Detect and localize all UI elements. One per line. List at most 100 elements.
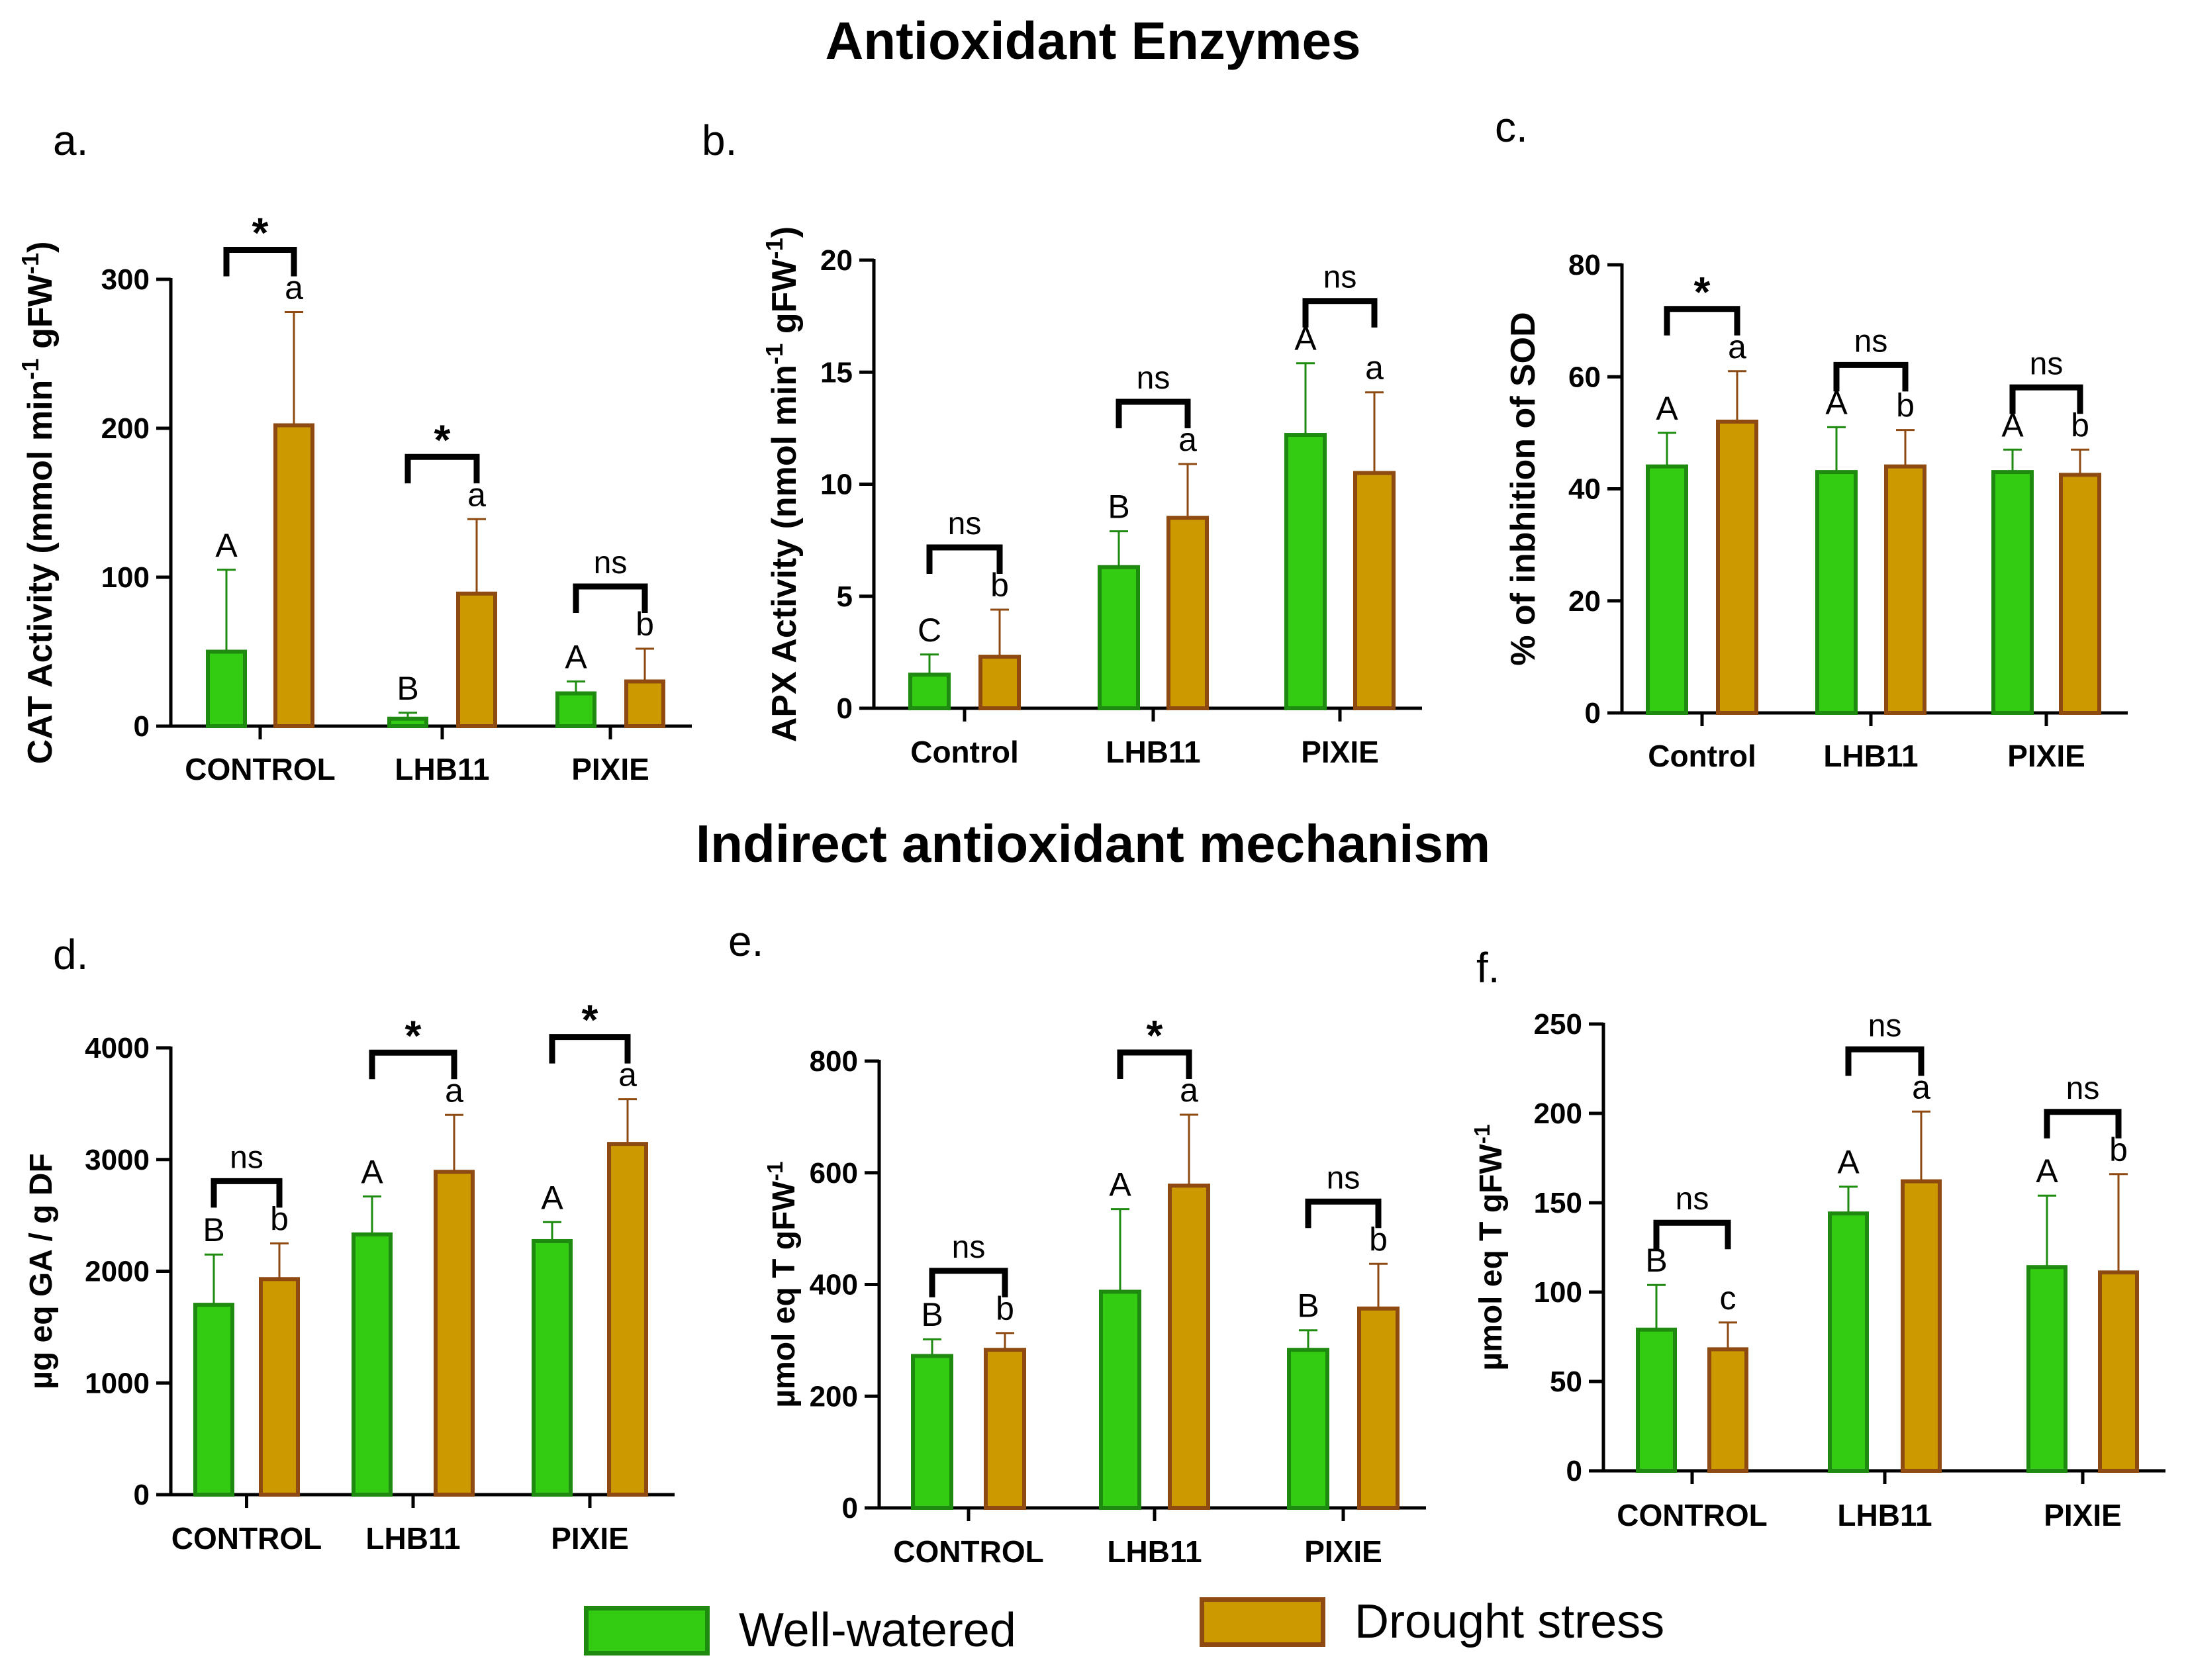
- panel-label-d: d.: [53, 931, 89, 978]
- y-tick-label-e: 800: [810, 1045, 858, 1078]
- x-tick-label-c: LHB11: [1823, 739, 1918, 773]
- legend-item-well-watered: Well-watered: [584, 1601, 1016, 1660]
- y-tick-label-d: 1000: [85, 1367, 150, 1399]
- y-tick-label-a: 100: [101, 561, 150, 594]
- significance-mark-f: ns: [2066, 1071, 2100, 1106]
- y-tick-label-e: 600: [810, 1157, 858, 1190]
- significance-bracket-e: [1117, 1049, 1192, 1079]
- bar-d-well: [532, 1238, 573, 1497]
- bar-e-drought: [984, 1348, 1026, 1510]
- bar-f-well: [1636, 1327, 1677, 1473]
- significance-bracket-d: [211, 1178, 283, 1208]
- significance-bracket-a: [404, 453, 480, 484]
- y-tick-label-f: 50: [1550, 1366, 1582, 1398]
- significance-bracket-c: [2009, 384, 2083, 414]
- y-tick-label-b: 20: [820, 244, 853, 277]
- bar-b-drought: [1166, 516, 1209, 711]
- significance-bracket-b: [926, 544, 1003, 575]
- significance-mark-b: ns: [1323, 260, 1357, 295]
- sig-letter-b: a: [1365, 350, 1384, 387]
- sig-letter-d: A: [541, 1179, 563, 1216]
- bar-a-drought: [624, 679, 665, 728]
- x-tick-label-c: Control: [1648, 739, 1756, 773]
- significance-mark-b: ns: [1137, 361, 1170, 396]
- significance-mark-c: *: [1694, 268, 1711, 316]
- y-tick-label-b: 10: [820, 469, 853, 501]
- section-title-antioxidant-enzymes: Antioxidant Enzymes: [825, 11, 1361, 70]
- y-tick-label-d: 4000: [85, 1032, 150, 1064]
- bar-d-well: [193, 1303, 234, 1497]
- sig-letter-a: B: [397, 670, 418, 707]
- y-tick-label-f: 250: [1534, 1008, 1582, 1041]
- bar-e-well: [1287, 1348, 1329, 1510]
- legend-swatch-well-watered: [584, 1605, 710, 1656]
- panel-label-e: e.: [728, 917, 764, 965]
- y-tick-label-a: 200: [101, 412, 150, 445]
- bar-b-drought: [1353, 471, 1396, 710]
- x-tick-label-b: LHB11: [1106, 735, 1200, 769]
- bar-b-drought: [978, 655, 1021, 711]
- x-tick-label-c: PIXIE: [2007, 739, 2085, 773]
- y-axis-label-d: µg eq GA / g DF: [24, 1153, 59, 1389]
- y-tick-label-b: 5: [837, 581, 853, 613]
- y-axis-label-c: % of inbhition of SOD: [1504, 312, 1543, 665]
- significance-bracket-b: [1302, 298, 1378, 328]
- y-axis-label-a: CAT Activity (mmol min-1 gFW-1): [17, 242, 60, 765]
- significance-mark-d: *: [405, 1011, 422, 1059]
- bar-c-well: [1646, 464, 1688, 716]
- x-tick-label-a: CONTROL: [185, 752, 335, 786]
- y-tick-label-e: 400: [810, 1269, 858, 1301]
- significance-bracket-e: [929, 1268, 1008, 1297]
- x-tick-label-d: PIXIE: [551, 1521, 629, 1556]
- bar-f-well: [2026, 1265, 2067, 1473]
- bar-d-drought: [434, 1170, 475, 1497]
- y-tick-label-f: 100: [1534, 1276, 1582, 1309]
- legend-swatch-drought-stress: [1200, 1597, 1325, 1647]
- y-axis-label-f: µmol eq T gFW-1: [1470, 1124, 1509, 1370]
- y-tick-label-f: 150: [1534, 1187, 1582, 1219]
- y-tick-label-b: 0: [837, 692, 853, 725]
- x-tick-label-d: LHB11: [365, 1521, 460, 1556]
- significance-mark-d: ns: [230, 1140, 263, 1175]
- sig-letter-e: A: [1109, 1166, 1131, 1203]
- bar-a-well: [555, 691, 596, 728]
- bar-c-drought: [1716, 419, 1758, 715]
- y-axis-label-e: µmol eq T gFW-1: [763, 1161, 802, 1407]
- x-tick-label-a: LHB11: [395, 752, 489, 786]
- significance-mark-b: ns: [948, 506, 982, 541]
- x-tick-label-b: PIXIE: [1301, 735, 1379, 769]
- sig-letter-b: B: [1108, 489, 1129, 526]
- legend-label-drought-stress: Drought stress: [1354, 1595, 1665, 1648]
- panel-label-a: a.: [53, 117, 89, 164]
- bar-a-well: [387, 716, 428, 728]
- bar-d-drought: [259, 1277, 300, 1497]
- significance-bracket-f: [1845, 1046, 1925, 1076]
- significance-bracket-a: [223, 247, 297, 277]
- y-tick-label-b: 15: [820, 356, 853, 389]
- x-tick-label-f: LHB11: [1837, 1498, 1932, 1532]
- bar-a-drought: [456, 591, 497, 728]
- y-tick-label-c: 0: [1585, 697, 1601, 729]
- bar-d-drought: [607, 1142, 648, 1497]
- significance-mark-a: *: [434, 416, 451, 463]
- sig-letter-b: C: [918, 612, 941, 649]
- chart-a: 0 100 200 300 CAT Activity (mmol min-1 gFW-1…: [17, 209, 692, 786]
- y-tick-label-c: 80: [1568, 249, 1601, 281]
- significance-bracket-f: [2044, 1109, 2122, 1139]
- bar-a-well: [206, 649, 247, 728]
- sig-letter-e: B: [921, 1296, 943, 1333]
- significance-mark-e: ns: [1327, 1160, 1360, 1195]
- significance-mark-a: ns: [594, 545, 628, 581]
- sig-letter-e: B: [1297, 1287, 1319, 1325]
- x-tick-label-d: CONTROL: [171, 1521, 322, 1556]
- significance-mark-f: ns: [1868, 1008, 1902, 1043]
- significance-mark-f: ns: [1676, 1182, 1709, 1217]
- x-tick-label-a: PIXIE: [571, 752, 649, 786]
- y-tick-label-d: 3000: [85, 1144, 150, 1176]
- bar-c-drought: [2059, 473, 2101, 715]
- sig-letter-c: b: [1896, 387, 1915, 424]
- bar-f-drought: [1901, 1179, 1942, 1473]
